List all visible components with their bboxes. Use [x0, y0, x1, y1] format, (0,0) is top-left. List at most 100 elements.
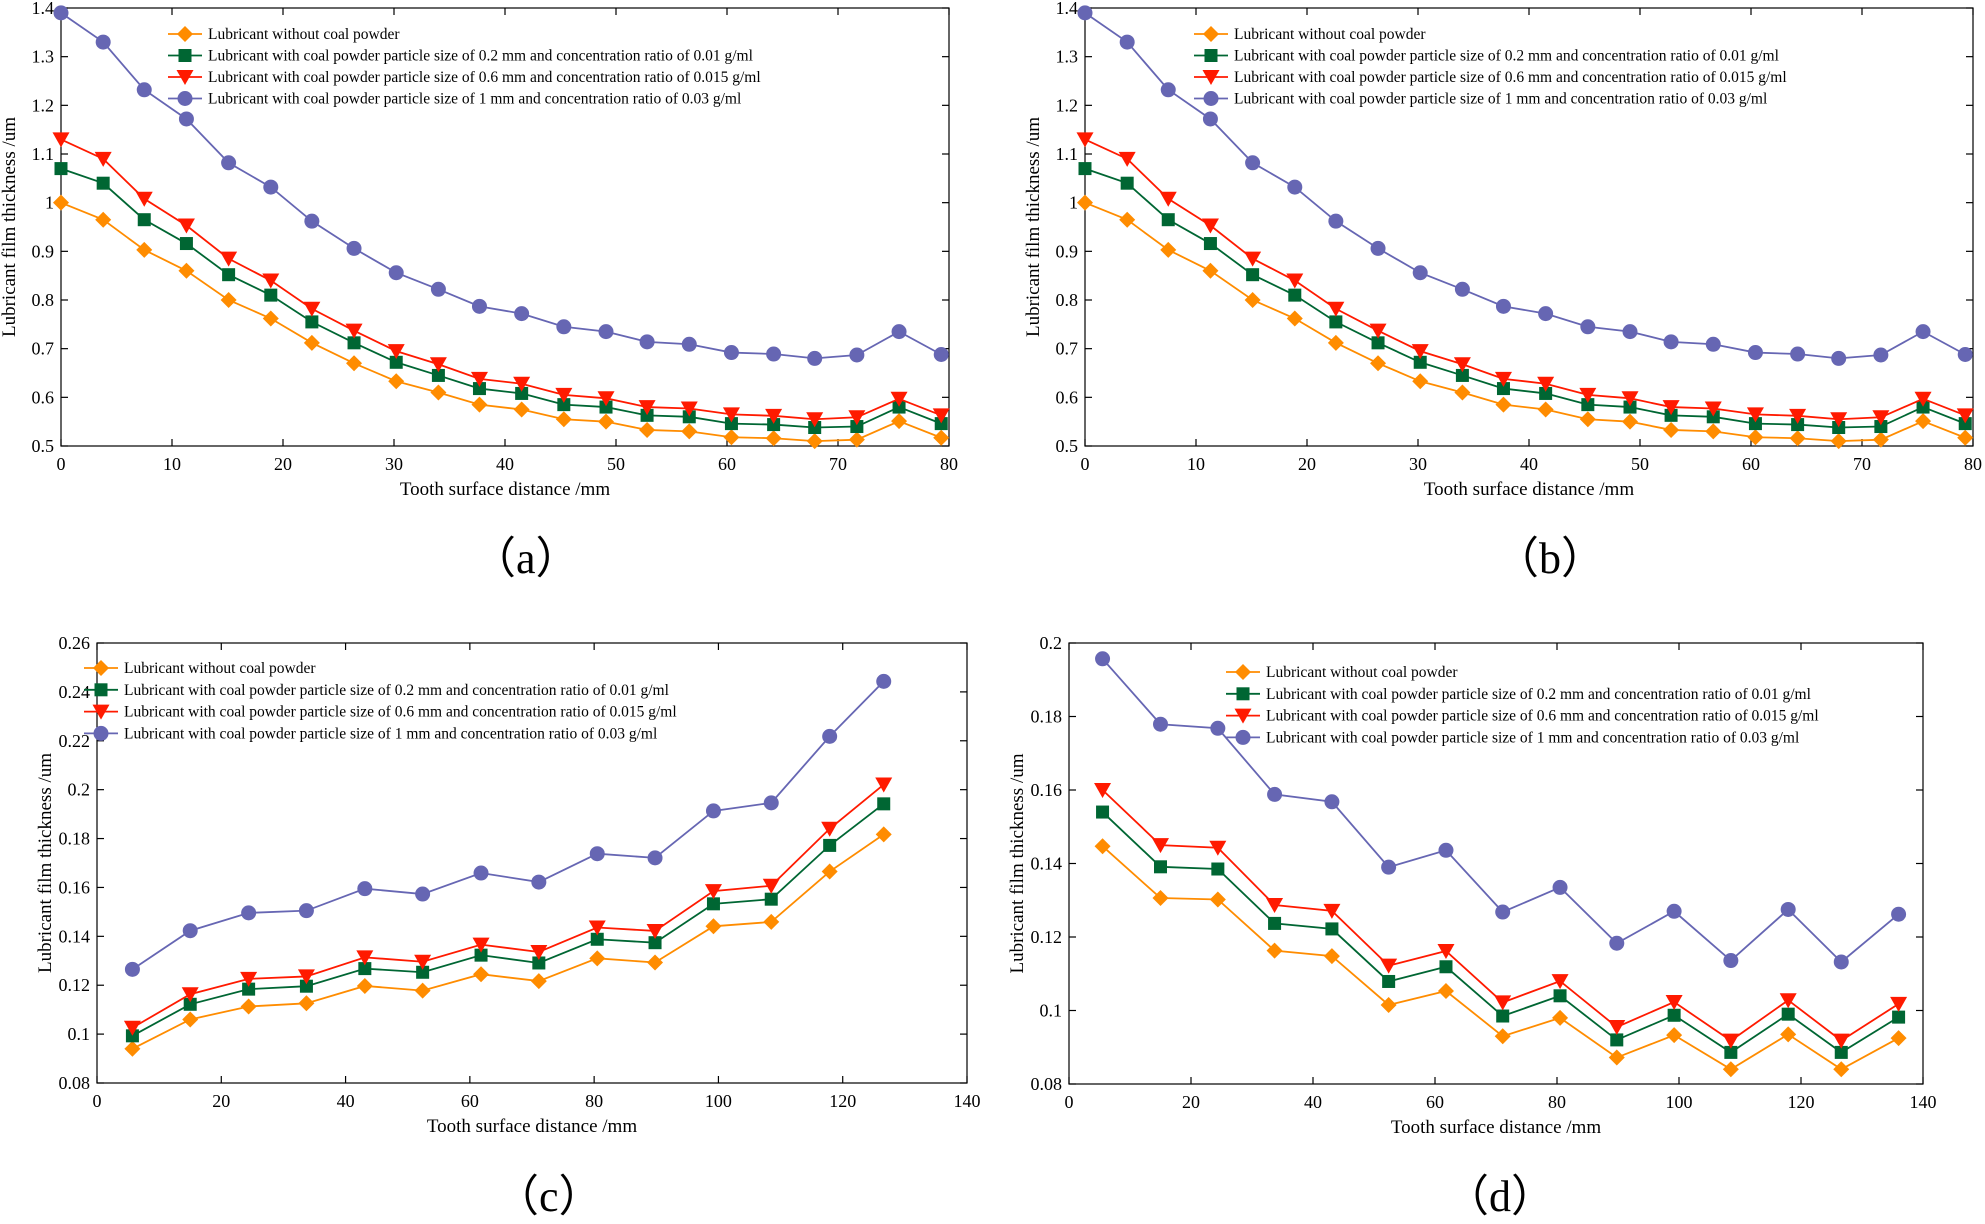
data-point-series-4 [1723, 953, 1739, 969]
data-point-series-1 [262, 310, 279, 327]
data-point-series-1 [1663, 421, 1680, 438]
series-markers-3 [1076, 132, 1974, 428]
data-point-series-2 [515, 386, 529, 400]
data-point-series-1 [1608, 1049, 1625, 1066]
data-point-series-4 [589, 846, 605, 862]
data-point-series-1 [1552, 1009, 1569, 1026]
data-point-series-3 [1411, 344, 1429, 360]
data-point-series-4 [471, 298, 487, 314]
data-point-series-4 [891, 324, 907, 340]
data-point-series-3 [1380, 958, 1398, 974]
x-tick-label: 80 [1964, 454, 1982, 474]
legend-marker [1235, 729, 1251, 745]
data-point-series-4 [763, 795, 779, 811]
data-point-series-3 [1665, 995, 1683, 1011]
legend-label: Lubricant without coal powder [208, 26, 400, 43]
series-line-2 [131, 803, 885, 1037]
data-point-series-4 [1705, 336, 1721, 352]
data-point-series-1 [1412, 373, 1429, 390]
data-point-series-1 [765, 430, 782, 447]
data-point-series-4 [1412, 265, 1428, 281]
x-tick-label: 120 [829, 1091, 856, 1111]
data-point-series-3 [345, 323, 363, 339]
legend-marker [93, 660, 109, 676]
y-tick-label: 0.8 [1056, 290, 1079, 310]
data-point-series-2 [1096, 805, 1110, 819]
data-point-series-4 [1454, 281, 1470, 297]
data-point-series-1 [1957, 429, 1974, 446]
data-point-series-4 [1381, 859, 1397, 875]
data-point-series-3 [722, 407, 740, 423]
data-point-series-3 [762, 878, 780, 894]
data-point-series-2 [1078, 162, 1092, 176]
legend-label: Lubricant with coal powder particle size… [208, 91, 741, 108]
data-point-series-3 [1076, 132, 1094, 148]
data-point-series-4 [182, 923, 198, 939]
y-tick-label: 0.9 [1056, 241, 1079, 261]
data-point-series-2 [1791, 418, 1805, 432]
data-point-series-4 [1580, 319, 1596, 335]
series-markers-1 [124, 826, 892, 1057]
data-point-series-3 [1890, 996, 1908, 1012]
data-point-series-2 [1706, 410, 1720, 424]
data-point-series-3 [1159, 191, 1177, 207]
data-point-series-3 [123, 1020, 141, 1036]
series-markers-2 [54, 162, 948, 435]
y-tick-label: 0.14 [59, 926, 91, 946]
data-point-series-1 [1579, 411, 1596, 428]
data-point-series-4 [639, 334, 655, 350]
series-line-2 [1084, 167, 1966, 429]
x-tick-label: 0 [57, 454, 66, 474]
data-point-series-1 [1094, 838, 1111, 855]
data-point-series-2 [1610, 1033, 1624, 1047]
y-tick-label: 1.3 [32, 47, 55, 67]
data-point-series-1 [1266, 942, 1283, 959]
data-point-series-2 [892, 400, 906, 414]
data-point-series-1 [639, 421, 656, 438]
data-point-series-4 [723, 345, 739, 361]
legend-marker [1203, 26, 1219, 42]
data-point-series-4 [1790, 346, 1806, 362]
data-point-series-2 [640, 408, 654, 422]
data-point-series-1 [1202, 262, 1219, 279]
y-axis-label: Lubricant film thickness /um [35, 753, 56, 973]
data-point-series-1 [806, 433, 823, 450]
data-point-series-3 [1621, 391, 1639, 407]
data-point-series-2 [264, 288, 278, 302]
x-tick-label: 70 [829, 454, 847, 474]
data-point-series-1 [95, 211, 112, 228]
data-point-series-1 [933, 429, 950, 446]
series-line-4 [60, 12, 942, 360]
x-tick-label: 20 [274, 454, 292, 474]
data-point-series-2 [347, 336, 361, 350]
data-point-series-4 [1202, 111, 1218, 127]
data-point-series-2 [1329, 315, 1343, 329]
data-point-series-2 [125, 1029, 139, 1043]
data-point-series-2 [1268, 916, 1282, 930]
data-point-series-3 [588, 920, 606, 936]
data-point-series-2 [1203, 237, 1217, 251]
data-point-series-3 [181, 987, 199, 1003]
data-point-series-3 [1327, 301, 1345, 317]
data-point-series-4 [1831, 350, 1847, 366]
legend-label: Lubricant without coal powder [124, 660, 316, 677]
data-point-series-2 [1781, 1007, 1795, 1021]
data-point-series-1 [430, 384, 447, 401]
data-point-series-3 [1323, 903, 1341, 919]
legend-marker [1235, 664, 1251, 680]
data-point-series-3 [52, 132, 70, 148]
data-point-series-2 [1496, 382, 1510, 396]
data-point-series-3 [646, 923, 664, 939]
data-point-series-4 [1328, 213, 1344, 229]
data-point-series-4 [531, 874, 547, 890]
data-point-series-4 [933, 347, 949, 363]
data-point-series-2 [1834, 1045, 1848, 1059]
data-point-series-2 [96, 176, 110, 190]
caption-d: （d） [1445, 1172, 1555, 1221]
data-point-series-4 [1873, 347, 1889, 363]
y-tick-label: 1.4 [1056, 0, 1079, 18]
data-point-series-1 [555, 411, 572, 428]
data-point-series-2 [877, 797, 891, 811]
data-point-series-4 [876, 673, 892, 689]
y-tick-label: 1.2 [32, 95, 55, 115]
